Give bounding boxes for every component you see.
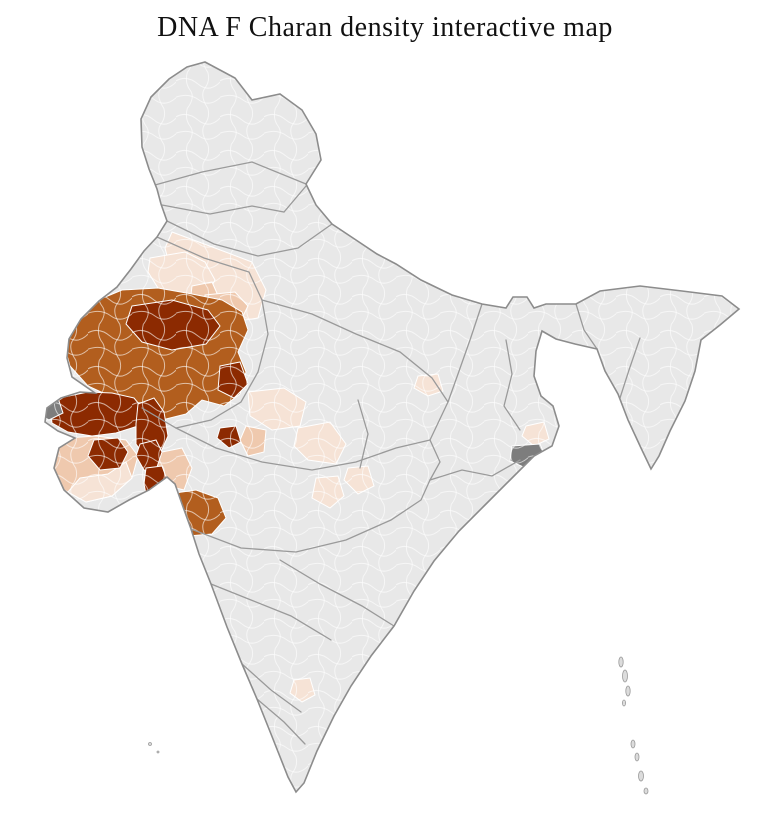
island [630,739,636,749]
state-border-line [619,337,641,399]
island [634,752,640,762]
state-border-line [241,663,302,713]
state-border-line [447,303,483,403]
state-border-line [357,399,369,469]
state-border-line [575,303,598,350]
state-border-line [210,583,332,641]
state-border-line [279,559,395,627]
state-border-line [261,299,449,403]
island [643,787,649,795]
district-texture [45,62,739,792]
state-border-line [166,220,333,257]
state-border-line [175,427,431,471]
state-border-line [256,698,306,745]
state-borders [141,161,641,745]
state-border-line [429,401,449,481]
island [622,699,627,707]
andaman-nicobar-islands [618,656,649,795]
state-border-line [161,185,307,215]
state-border-line [503,339,521,431]
state-border-line [429,459,521,481]
lakshadweep-islands [148,742,160,754]
island [622,669,628,683]
island [625,685,631,697]
region-pune-dark-spot[interactable] [147,509,169,541]
state-border-line [154,161,307,186]
state-border-line [190,479,431,553]
island [638,770,644,782]
island [618,656,624,668]
island [156,750,160,754]
state-border-line [156,236,263,301]
island [148,742,152,746]
